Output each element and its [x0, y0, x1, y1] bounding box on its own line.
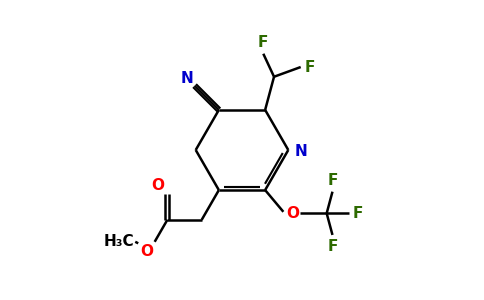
- Text: F: F: [353, 206, 363, 221]
- Text: H₃C: H₃C: [103, 234, 134, 249]
- Text: F: F: [304, 59, 315, 74]
- Text: O: O: [151, 178, 164, 193]
- Text: O: O: [286, 206, 299, 221]
- Text: N: N: [181, 71, 194, 86]
- Text: F: F: [258, 35, 269, 50]
- Text: N: N: [295, 144, 308, 159]
- Text: F: F: [327, 173, 338, 188]
- Text: O: O: [140, 244, 153, 259]
- Text: F: F: [327, 239, 338, 254]
